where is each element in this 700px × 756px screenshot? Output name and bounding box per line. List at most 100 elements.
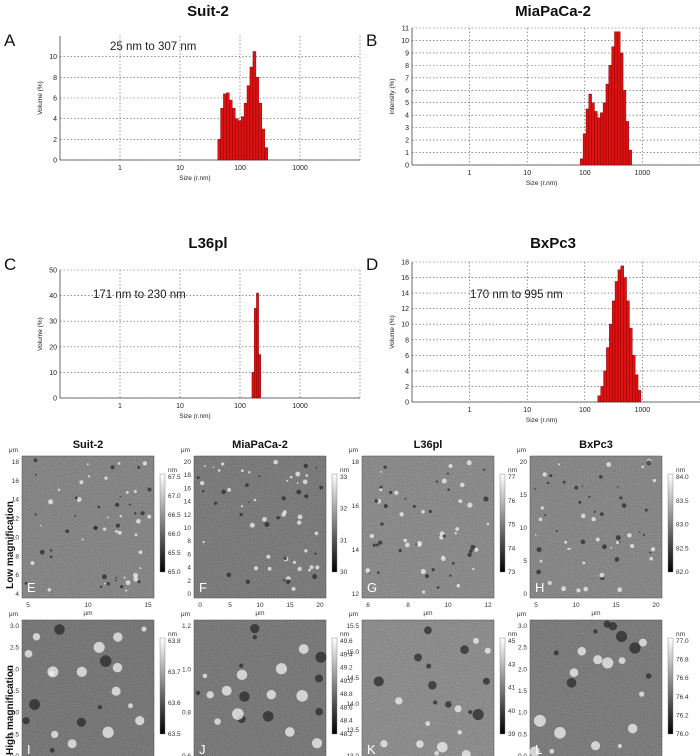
afm-particle [202, 540, 205, 544]
afm-particle [119, 496, 122, 498]
afm-particle [239, 691, 250, 702]
afm-particle [618, 541, 621, 543]
afm-particle [282, 579, 286, 582]
afm-particle [642, 533, 645, 536]
afm-particle [467, 502, 473, 508]
afm-particle [383, 465, 387, 469]
histogram-bar [235, 118, 239, 161]
afm-image-J: Jμm0.60.81.01.20.81.01.21.41.61.8μmnm49.… [181, 611, 353, 756]
afm-particle [115, 576, 118, 579]
y-tick-label: 40 [49, 293, 57, 300]
afm-panel-letter: F [199, 580, 207, 595]
histogram-bar [600, 112, 604, 166]
afm-particle [442, 534, 446, 538]
afm-particle [115, 502, 120, 507]
afm-particle [615, 540, 620, 545]
afm-colorbar-tick: 76 [508, 498, 516, 505]
afm-particle [433, 700, 438, 705]
afm-y-tick: 0.8 [182, 710, 191, 717]
afm-particle [555, 530, 558, 532]
afm-y-tick: 2 [187, 578, 191, 585]
afm-particle [93, 641, 105, 653]
afm-colorbar-tick: 65.0 [168, 569, 181, 576]
afm-y-tick: 3.0 [518, 623, 527, 630]
afm-y-tick: 12 [184, 512, 192, 519]
histogram-bar [258, 354, 261, 399]
afm-y-tick: 13.0 [346, 753, 359, 756]
afm-particle [29, 699, 41, 711]
afm-y-tick: 1.0 [518, 710, 527, 717]
afm-texture [194, 456, 326, 598]
afm-x-tick: 6 [366, 602, 370, 609]
y-tick-label: 16 [401, 275, 409, 282]
afm-particle [81, 538, 84, 541]
histogram-bar [606, 347, 610, 403]
histogram-bar [617, 269, 622, 403]
afm-column-title: Suit-2 [73, 439, 104, 451]
y-tick-label: 20 [49, 344, 57, 351]
afm-particle [576, 588, 581, 593]
y-tick-label: 5 [405, 100, 409, 107]
afm-particle [252, 635, 257, 640]
afm-texture [22, 620, 154, 756]
afm-colorbar-unit: nm [676, 631, 685, 638]
afm-particle [275, 663, 287, 675]
afm-particle [424, 626, 432, 635]
afm-particle [549, 748, 555, 754]
afm-particle [87, 475, 91, 478]
afm-panel-letter: E [27, 580, 36, 595]
afm-particle [394, 490, 399, 495]
histogram-bar [251, 372, 255, 399]
afm-y-tick: 10 [520, 525, 528, 532]
afm-colorbar [331, 637, 338, 735]
histogram-bar [238, 120, 242, 161]
afm-y-tick: 10 [12, 534, 20, 541]
afm-particle [469, 549, 473, 553]
histogram-bar [637, 390, 642, 403]
afm-colorbar-tick: 76.4 [676, 694, 689, 701]
afm-particle [451, 562, 455, 565]
y-tick-label: 10 [49, 54, 57, 61]
afm-particle [646, 460, 652, 466]
afm-y-tick: 12 [352, 591, 360, 598]
afm-particle [378, 540, 383, 545]
afm-particle [599, 572, 605, 578]
afm-particle [472, 567, 475, 571]
histogram-bar [620, 265, 624, 403]
afm-particle [553, 650, 559, 656]
y-tick-label: 12 [401, 306, 409, 313]
afm-y-tick: 2.0 [10, 666, 19, 673]
afm-particle [380, 522, 384, 526]
afm-colorbar-tick: 32 [340, 506, 348, 513]
afm-row-label: High magnification [5, 665, 16, 755]
afm-y-tick: 14 [12, 497, 20, 504]
afm-particle [374, 499, 379, 503]
y-tick-label: 18 [401, 260, 409, 267]
x-axis-label: Size (r.nm) [179, 413, 210, 420]
afm-particle [49, 549, 53, 552]
afm-particle [110, 465, 115, 470]
histogram-bar [603, 370, 607, 403]
x-tick-label: 1000 [635, 170, 651, 177]
histogram-bar [632, 355, 636, 403]
afm-particle [638, 531, 641, 533]
afm-particle [138, 550, 143, 555]
afm-particle [212, 466, 215, 468]
afm-colorbar-tick: 48.2 [340, 731, 353, 738]
afm-x-unit: μm [423, 610, 432, 617]
afm-particle [240, 505, 244, 508]
afm-particle [119, 514, 123, 518]
afm-colorbar-tick: 76.6 [676, 675, 689, 682]
afm-colorbar [331, 473, 338, 573]
afm-particle [581, 485, 584, 488]
afm-particle [610, 546, 613, 549]
afm-particle [147, 514, 152, 519]
afm-y-tick: 6 [15, 572, 19, 579]
x-tick-label: 1000 [635, 407, 651, 414]
afm-y-tick: 4 [15, 591, 19, 598]
afm-colorbar-tick: 39 [508, 731, 516, 738]
afm-particle [388, 490, 393, 495]
afm-particle [373, 676, 384, 687]
histogram-bar [634, 374, 639, 403]
